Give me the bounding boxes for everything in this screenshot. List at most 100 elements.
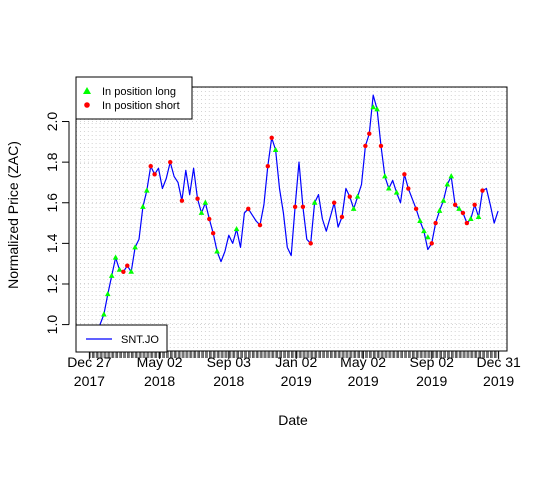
legend-long-marker (83, 87, 91, 94)
short-position-marker (195, 196, 200, 201)
x-tick-year: 2019 (348, 373, 379, 389)
long-position-marker (198, 209, 205, 215)
x-axis: Dec 27 2017 May 02 2018 Sep 03 2018 Jan 02 2019… (67, 351, 521, 389)
short-position-marker (168, 159, 173, 165)
long-position-marker (440, 197, 447, 203)
long-position-marker (104, 290, 111, 297)
long-position-marker (385, 185, 392, 191)
y-tick-label: 2.0 (44, 112, 60, 132)
x-tick-label: Jan 02 (275, 354, 317, 370)
x-tick-label: Dec 27 (67, 354, 112, 370)
short-position-marker (452, 202, 458, 207)
legend-long-label: In position long (102, 86, 176, 98)
long-position-marker (233, 225, 240, 232)
short-position-marker (257, 222, 263, 228)
marker-layer (101, 104, 485, 317)
x-tick-year: 2019 (416, 373, 447, 389)
long-position-marker (350, 205, 357, 211)
long-position-marker (421, 227, 427, 234)
long-position-marker (132, 244, 138, 250)
short-position-marker (308, 241, 313, 246)
x-tick-label: May 02 (340, 354, 386, 370)
y-tick-label: 1.8 (44, 152, 60, 172)
x-tick-year: 2019 (281, 373, 312, 389)
short-position-marker (148, 164, 153, 169)
short-position-marker (125, 263, 130, 268)
short-position-marker (367, 131, 372, 136)
x-tick-year: 2019 (483, 373, 514, 389)
short-position-marker (339, 214, 345, 220)
y-tick-label: 1.6 (44, 193, 60, 213)
short-position-marker (433, 220, 438, 226)
short-position-marker (402, 172, 407, 177)
long-position-marker (116, 266, 123, 272)
legend-series-label: SNT.JO (121, 334, 159, 346)
short-position-marker (210, 231, 216, 236)
long-position-marker (140, 203, 146, 209)
short-position-marker (480, 188, 485, 193)
x-tick-label: Sep 03 (207, 354, 252, 370)
long-position-marker (311, 199, 318, 205)
long-position-marker (370, 104, 376, 110)
x-tick-label: Dec 31 (476, 354, 521, 370)
short-position-marker (363, 143, 368, 149)
short-position-marker (460, 210, 466, 216)
long-position-marker (202, 199, 209, 205)
y-tick-label: 1.4 (44, 233, 60, 253)
grid-layer (76, 87, 507, 351)
x-tick-year: 2017 (74, 373, 105, 389)
long-position-marker (444, 181, 451, 187)
short-position-marker (413, 206, 419, 212)
short-position-marker (207, 216, 212, 222)
long-position-marker (425, 234, 431, 240)
legend-bottom: SNT.JO (75, 324, 168, 353)
long-position-marker (417, 217, 423, 224)
short-position-marker (331, 200, 337, 205)
short-position-marker (269, 135, 274, 140)
long-position-marker (128, 268, 134, 274)
short-position-marker (406, 186, 411, 191)
short-position-marker (429, 241, 434, 246)
long-position-marker (144, 187, 150, 193)
long-position-marker (101, 311, 107, 317)
x-tick-year: 2018 (144, 373, 175, 389)
long-position-marker (382, 173, 388, 179)
short-position-marker (152, 172, 157, 177)
long-position-marker (448, 173, 455, 179)
long-position-marker (374, 106, 380, 112)
short-position-marker (265, 164, 271, 169)
y-axis-label: Normalized Price (ZAC) (5, 141, 21, 289)
x-tick-label: May 02 (137, 354, 183, 370)
short-position-marker (347, 194, 352, 199)
short-position-marker (472, 202, 477, 207)
legend-short-label: In position short (102, 100, 180, 112)
legend-top-box (75, 76, 193, 120)
short-position-marker (300, 204, 306, 210)
long-position-marker (272, 146, 279, 152)
short-position-marker (121, 269, 126, 274)
legend-top: In position long In position short (75, 76, 193, 120)
x-tick-label: Sep 02 (410, 354, 455, 370)
x-tick-year: 2018 (213, 373, 244, 389)
y-axis: 1.0 1.2 1.4 1.6 1.8 2.0 (44, 112, 70, 335)
short-position-marker (179, 198, 185, 203)
long-position-marker (456, 205, 462, 211)
short-position-marker (292, 204, 298, 210)
long-position-marker (436, 207, 443, 213)
y-tick-label: 1.2 (44, 274, 60, 294)
long-position-marker (214, 248, 220, 254)
x-axis-label: Date (278, 412, 308, 428)
long-position-marker (112, 254, 119, 260)
short-position-marker (378, 143, 384, 149)
long-position-marker (467, 215, 474, 221)
short-position-marker (464, 220, 470, 226)
plot-frame (75, 86, 508, 352)
long-position-marker (354, 193, 361, 199)
legend-short-marker (84, 102, 90, 108)
long-position-marker (475, 213, 482, 219)
short-position-marker (246, 206, 251, 212)
y-tick-label: 1.0 (44, 315, 60, 335)
long-position-marker (393, 189, 400, 195)
